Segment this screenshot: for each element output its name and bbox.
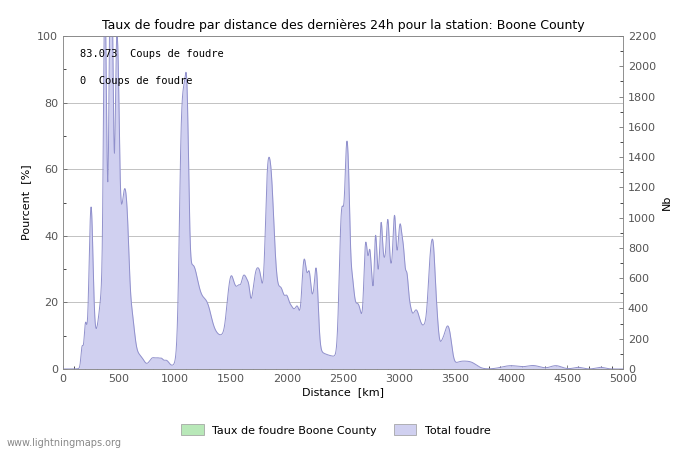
Legend: Taux de foudre Boone County, Total foudre: Taux de foudre Boone County, Total foudr… [177, 419, 495, 440]
X-axis label: Distance  [km]: Distance [km] [302, 387, 384, 396]
Text: www.lightningmaps.org: www.lightningmaps.org [7, 438, 122, 448]
Y-axis label: Pourcent  [%]: Pourcent [%] [22, 165, 32, 240]
Text: 83.073  Coups de foudre: 83.073 Coups de foudre [80, 50, 223, 59]
Y-axis label: Nb: Nb [662, 195, 672, 210]
Title: Taux de foudre par distance des dernières 24h pour la station: Boone County: Taux de foudre par distance des dernière… [102, 19, 584, 32]
Text: 0  Coups de foudre: 0 Coups de foudre [80, 76, 192, 86]
